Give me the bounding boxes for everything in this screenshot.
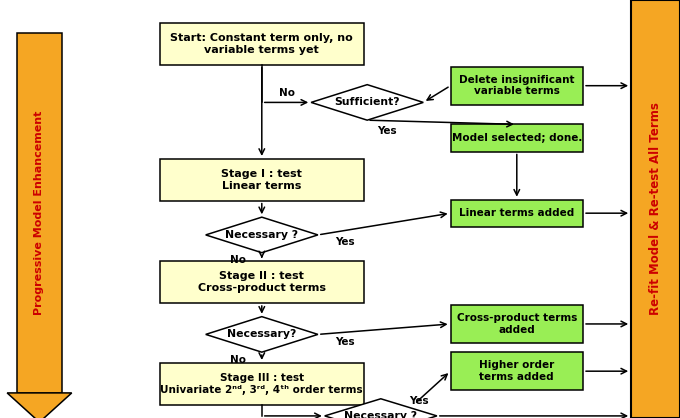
FancyBboxPatch shape <box>631 0 680 418</box>
FancyBboxPatch shape <box>450 305 583 343</box>
Text: Re-fit Model & Re-test All Terms: Re-fit Model & Re-test All Terms <box>649 102 662 316</box>
Text: No: No <box>230 255 246 265</box>
Text: Necessary?: Necessary? <box>227 329 296 339</box>
Polygon shape <box>311 84 423 120</box>
Polygon shape <box>7 393 72 418</box>
Text: Delete insignificant
variable terms: Delete insignificant variable terms <box>459 75 575 97</box>
Text: Start: Constant term only, no
variable terms yet: Start: Constant term only, no variable t… <box>171 33 353 55</box>
FancyBboxPatch shape <box>160 363 364 405</box>
Text: Yes: Yes <box>377 126 397 135</box>
Text: Necessary ?: Necessary ? <box>344 411 418 418</box>
Text: Stage III : test
Univariate 2ⁿᵈ, 3ʳᵈ, 4ᵗʰ order terms: Stage III : test Univariate 2ⁿᵈ, 3ʳᵈ, 4ᵗ… <box>160 373 363 395</box>
Text: Necessary ?: Necessary ? <box>225 230 299 240</box>
FancyBboxPatch shape <box>18 33 61 393</box>
Text: Sufficient?: Sufficient? <box>335 97 400 107</box>
Polygon shape <box>205 217 318 252</box>
Text: No: No <box>230 355 246 364</box>
Text: Model selected; done.: Model selected; done. <box>452 133 582 143</box>
Text: Cross-product terms
added: Cross-product terms added <box>456 313 577 335</box>
FancyBboxPatch shape <box>160 23 364 65</box>
FancyBboxPatch shape <box>450 125 583 151</box>
Text: No: No <box>279 88 295 98</box>
Text: Stage I : test
Linear terms: Stage I : test Linear terms <box>222 169 302 191</box>
FancyBboxPatch shape <box>160 261 364 303</box>
FancyBboxPatch shape <box>450 67 583 104</box>
Text: Yes: Yes <box>335 237 354 247</box>
Text: Progressive Model Enhancement: Progressive Model Enhancement <box>35 111 44 315</box>
Polygon shape <box>205 317 318 352</box>
Text: Yes: Yes <box>409 396 428 406</box>
Text: Higher order
terms added: Higher order terms added <box>479 360 554 382</box>
Polygon shape <box>325 399 437 418</box>
Text: Linear terms added: Linear terms added <box>459 208 575 218</box>
FancyBboxPatch shape <box>160 159 364 201</box>
FancyBboxPatch shape <box>450 200 583 227</box>
Text: Stage II : test
Cross-product terms: Stage II : test Cross-product terms <box>198 271 326 293</box>
Text: Yes: Yes <box>335 337 354 347</box>
FancyBboxPatch shape <box>450 352 583 390</box>
